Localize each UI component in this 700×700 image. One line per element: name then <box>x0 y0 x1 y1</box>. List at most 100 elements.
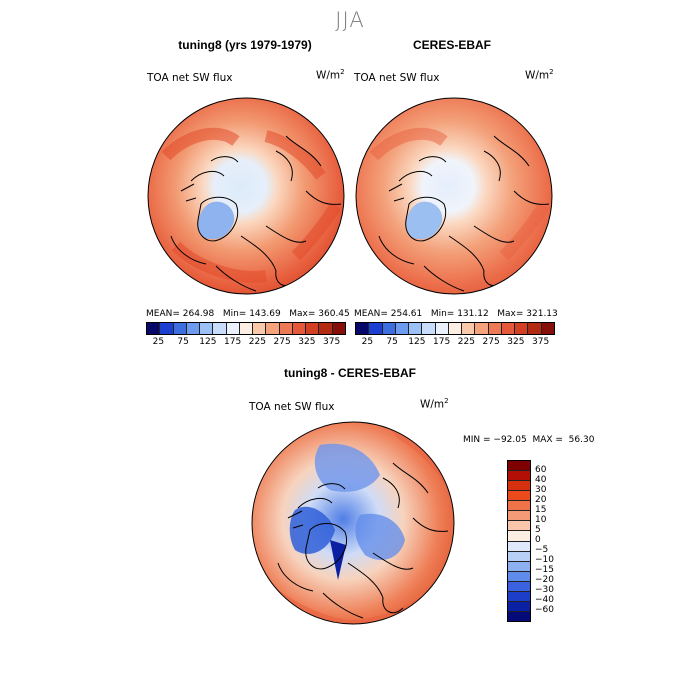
panel-2-tick-label: 225 <box>457 337 475 347</box>
panel-1-colorbar-swatch <box>173 323 187 334</box>
panel-3-map <box>251 421 455 625</box>
panel-2-tick-label: 275 <box>482 337 500 347</box>
panel-3-units: W/m2 <box>420 397 449 411</box>
panel-3-colorbar-swatch <box>508 461 530 472</box>
panel-1-colorbar-swatch <box>147 323 161 334</box>
panel-2-tick-label: 375 <box>532 337 550 347</box>
panel-3-colorbar-swatch <box>508 541 530 552</box>
panel-3-tick-label: −10 <box>535 555 554 565</box>
panel-3-tick-label: 40 <box>535 475 547 485</box>
panel-2-greenland-low <box>406 201 443 240</box>
panel-3-tick-label: 60 <box>535 465 547 475</box>
panel-2-colorbar-swatch <box>395 323 410 334</box>
panel-3-tick-label: −40 <box>535 595 554 605</box>
panel-1-variable: TOA net SW flux <box>147 72 233 84</box>
panel-2-tick-label: 175 <box>433 337 451 347</box>
panel-3-tick-label: −5 <box>535 545 549 555</box>
panel-1-tick-label: 125 <box>199 337 217 347</box>
panel-1-colorbar-swatch <box>200 323 214 334</box>
panel-1-colorbar-swatch <box>253 323 267 334</box>
panel-3-tick-label: −30 <box>535 585 554 595</box>
panel-1-colorbar-swatch <box>306 323 320 334</box>
panel-1-units: W/m2 <box>316 68 345 82</box>
panel-1-coastlines <box>170 135 342 292</box>
panel-3-colorbar-swatch <box>508 481 530 492</box>
panel-2-field <box>356 98 552 294</box>
panel-2-colorbar-swatch <box>515 323 529 334</box>
panel-1-colorbar-swatch <box>319 323 333 334</box>
panel-1-title: tuning8 (yrs 1979-1979) <box>178 38 312 52</box>
panel-3-colorbar-swatch <box>508 501 530 512</box>
panel-3-colorbar-swatch <box>508 591 530 602</box>
panel-3-coastlines <box>277 462 449 619</box>
panel-3-variable: TOA net SW flux <box>249 401 335 413</box>
panel-1-tick-label: 75 <box>177 337 189 347</box>
panel-3-tick-label: −60 <box>535 605 554 615</box>
panel-1-colorbar-swatch <box>292 323 307 334</box>
panel-3-colorbar <box>507 460 531 622</box>
panel-2-variable: TOA net SW flux <box>354 72 440 84</box>
panel-3-tick-label: 5 <box>535 525 541 535</box>
panel-1-tick-label: 375 <box>323 337 341 347</box>
panel-1-colorbar <box>146 322 346 335</box>
panel-2-tick-label: 75 <box>386 337 398 347</box>
panel-3-colorbar-swatch <box>508 511 530 522</box>
panel-3-tick-label: 10 <box>535 515 547 525</box>
panel-3-tick-label: −20 <box>535 575 554 585</box>
panel-2-tick-label: 125 <box>408 337 426 347</box>
panel-3-tick-label: 30 <box>535 485 547 495</box>
panel-1-colorbar-swatch <box>332 323 345 334</box>
panel-2-coastlines <box>378 135 550 292</box>
panel-1-greenland-low <box>198 201 235 240</box>
panel-1-tick-label: 275 <box>273 337 291 347</box>
panel-2-colorbar-swatch <box>501 323 516 334</box>
panel-3-colorbar-swatch <box>508 561 530 572</box>
panel-2-colorbar-swatch <box>462 323 476 334</box>
panel-1-tick-label: 25 <box>152 337 165 347</box>
panel-1-colorbar-swatch <box>279 323 293 334</box>
panel-1-stats: MEAN= 264.98 Min= 143.69 Max= 360.45 <box>146 309 350 319</box>
panel-1-colorbar-swatch <box>160 323 174 334</box>
panel-2-colorbar <box>355 322 555 335</box>
panel-2-colorbar-swatch <box>356 323 370 334</box>
season-title: JJA <box>335 8 365 32</box>
panel-3-colorbar-swatch <box>508 531 530 542</box>
panel-3-colorbar-swatch <box>508 611 530 621</box>
panel-2-colorbar-swatch <box>475 323 489 334</box>
panel-2-units: W/m2 <box>525 68 554 82</box>
panel-2-colorbar-swatch <box>435 323 449 334</box>
panel-3-colorbar-swatch <box>508 571 530 582</box>
panel-3-tick-label: −15 <box>535 565 554 575</box>
panel-2-colorbar-swatch <box>448 323 463 334</box>
panel-1-tick-label: 225 <box>248 337 266 347</box>
panel-1-tick-label: 325 <box>298 337 316 347</box>
panel-1-colorbar-swatch <box>239 323 254 334</box>
panel-2-colorbar-swatch <box>409 323 423 334</box>
panel-3-colorbar-ticks: 60 40 30 20 15 10 5 0 −5 −10 −15 −20 −30 −40 −60 <box>535 460 565 620</box>
panel-1-tick-label: 175 <box>224 337 242 347</box>
panel-2-colorbar-swatch <box>488 323 502 334</box>
panel-3-tick-label: 20 <box>535 495 547 505</box>
panel-2-map <box>355 97 553 295</box>
panel-3-colorbar-swatch <box>508 491 530 502</box>
panel-1-field <box>148 98 344 294</box>
panel-2-colorbar-swatch <box>422 323 436 334</box>
panel-3-colorbar-swatch <box>508 471 530 482</box>
panel-1-colorbar-swatch <box>186 323 201 334</box>
panel-2-colorbar-swatch <box>541 323 554 334</box>
panel-1-colorbar-swatch <box>266 323 280 334</box>
panel-2-stats: MEAN= 254.61 Min= 131.12 Max= 321.13 <box>354 309 558 319</box>
panel-2-tick-label: 325 <box>507 337 525 347</box>
panel-1-map <box>147 97 345 295</box>
panel-3-colorbar-swatch <box>508 581 530 592</box>
panel-2-colorbar-swatch <box>382 323 396 334</box>
panel-3-tick-label: 15 <box>535 505 547 515</box>
panel-2-colorbar-swatch <box>528 323 542 334</box>
panel-3-colorbar-swatch <box>508 601 530 612</box>
panel-3-tick-label: 0 <box>535 535 541 545</box>
panel-3-title: tuning8 - CERES-EBAF <box>284 366 416 380</box>
panel-1-colorbar-ticks: 25 75 125 175 225 275 325 375 <box>146 337 344 349</box>
panel-3-field <box>252 422 454 624</box>
panel-3-stats: MIN = −92.05 MAX = 56.30 <box>463 435 595 445</box>
panel-2-colorbar-ticks: 25 75 125 175 225 275 325 375 <box>355 337 553 349</box>
